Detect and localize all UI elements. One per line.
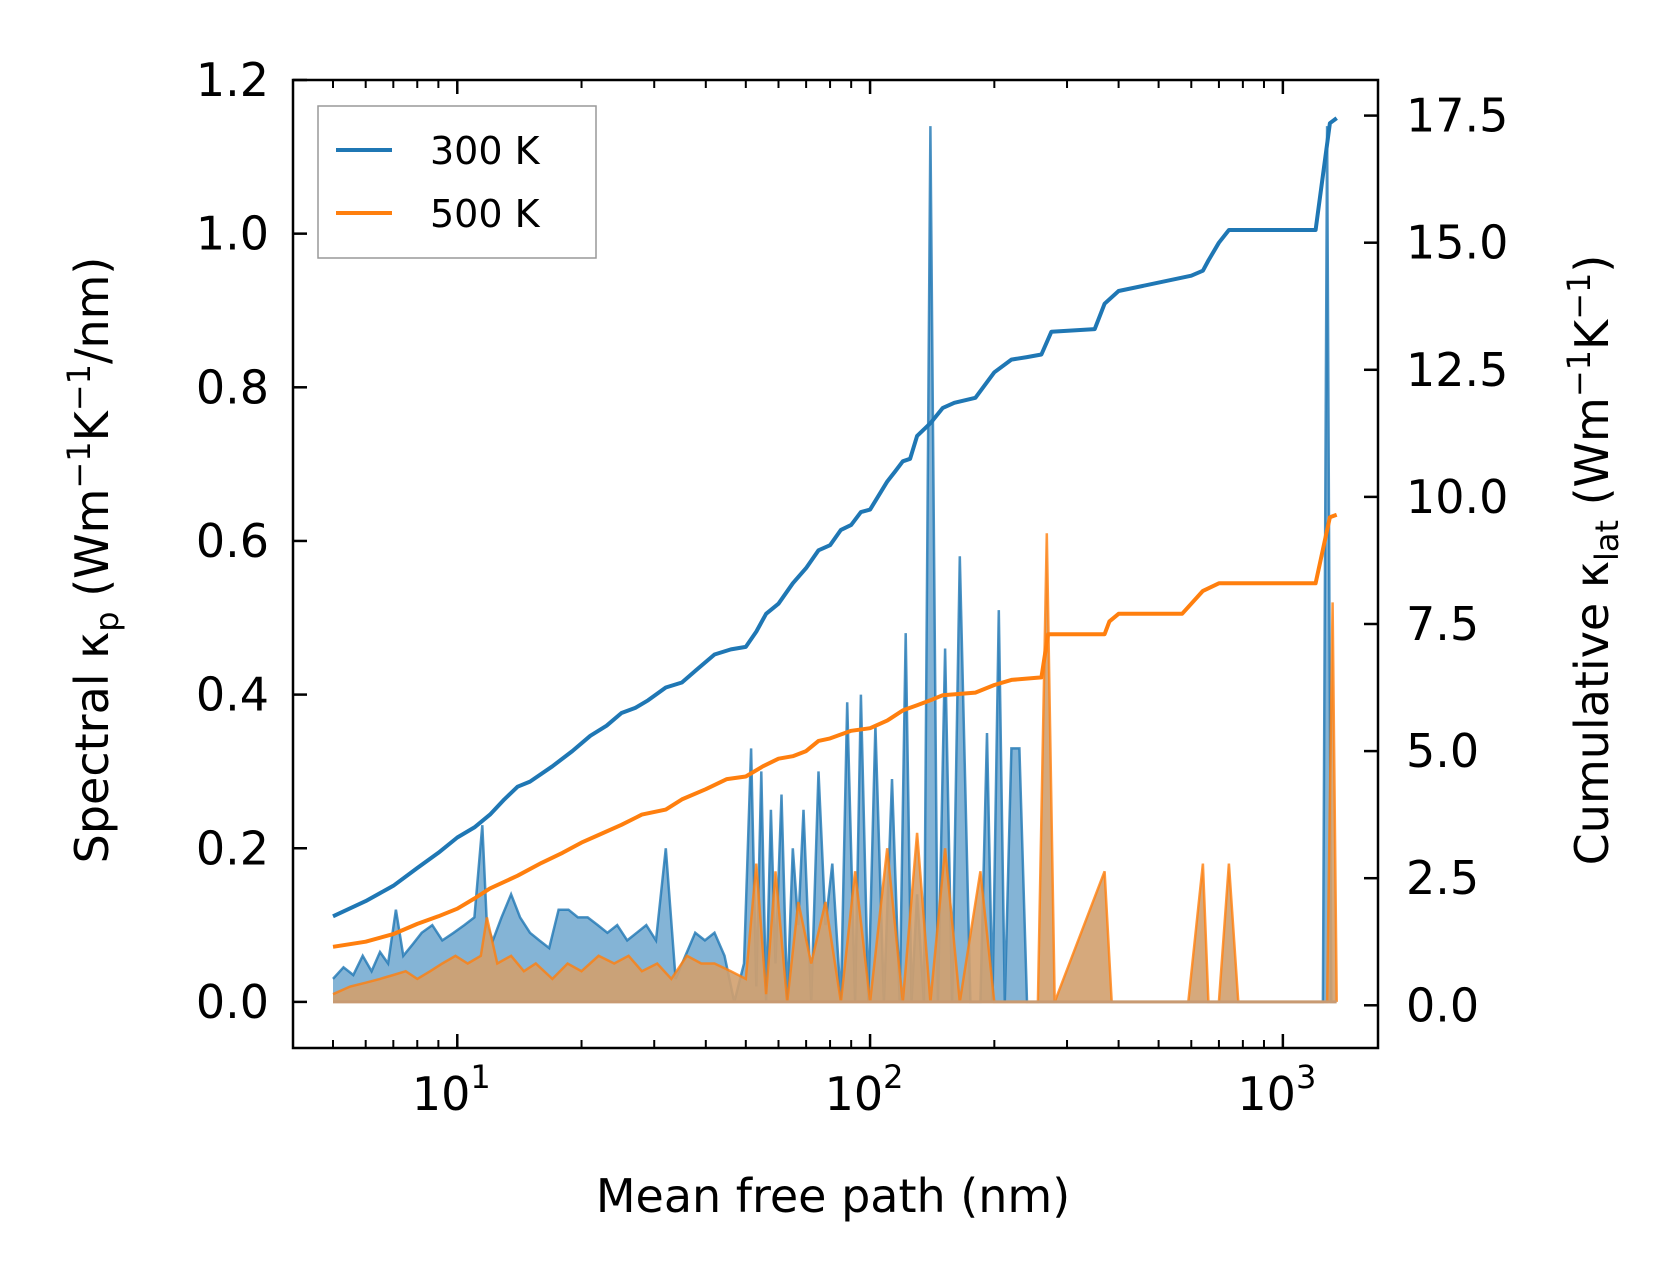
y-right-tick-label: 2.5	[1406, 851, 1479, 905]
y-right-tick-label: 17.5	[1406, 89, 1508, 143]
y-right-tick-label: 15.0	[1406, 216, 1508, 270]
y-left-tick-label: 1.2	[196, 53, 269, 107]
plot-area	[332, 116, 1338, 1004]
axes: 101 102 103 0.0 0.2 0.4 0.6 0.8 1.0 1.2 0.0 2.5 5.0 7…	[196, 53, 1509, 1121]
x-tick-label: 102	[825, 1058, 904, 1121]
plot-frame	[291, 78, 1380, 1050]
y-right-tick-label: 5.0	[1406, 724, 1479, 778]
y-right-tick-label: 7.5	[1406, 597, 1479, 651]
legend: 300 K 500 K	[317, 105, 597, 259]
x-tick-label: 101	[412, 1058, 491, 1121]
y-left-tick-label: 0.0	[196, 975, 269, 1029]
legend-frame	[317, 105, 597, 259]
y-left-tick-label: 0.4	[196, 668, 269, 722]
x-axis-label: Mean free path (nm)	[596, 1169, 1070, 1223]
y-right-tick-label: 12.5	[1406, 343, 1508, 397]
legend-label-500k: 500 K	[430, 192, 541, 236]
y-left-tick-label: 0.2	[196, 821, 269, 875]
y-left-tick-label: 1.0	[196, 207, 269, 261]
legend-label-300k: 300 K	[430, 129, 541, 173]
y-left-tick-label: 0.8	[196, 360, 269, 414]
y-axis-label-left: Spectral κp (Wm−1K−1/nm)	[60, 257, 126, 864]
cumulative-line-500k	[332, 512, 1338, 949]
y-left-tick-label: 0.6	[196, 514, 269, 568]
y-right-tick-label: 10.0	[1406, 470, 1508, 524]
x-tick-label: 103	[1237, 1058, 1316, 1121]
cumulative-line-300k	[332, 116, 1338, 919]
y-right-tick-label: 0.0	[1406, 978, 1479, 1032]
